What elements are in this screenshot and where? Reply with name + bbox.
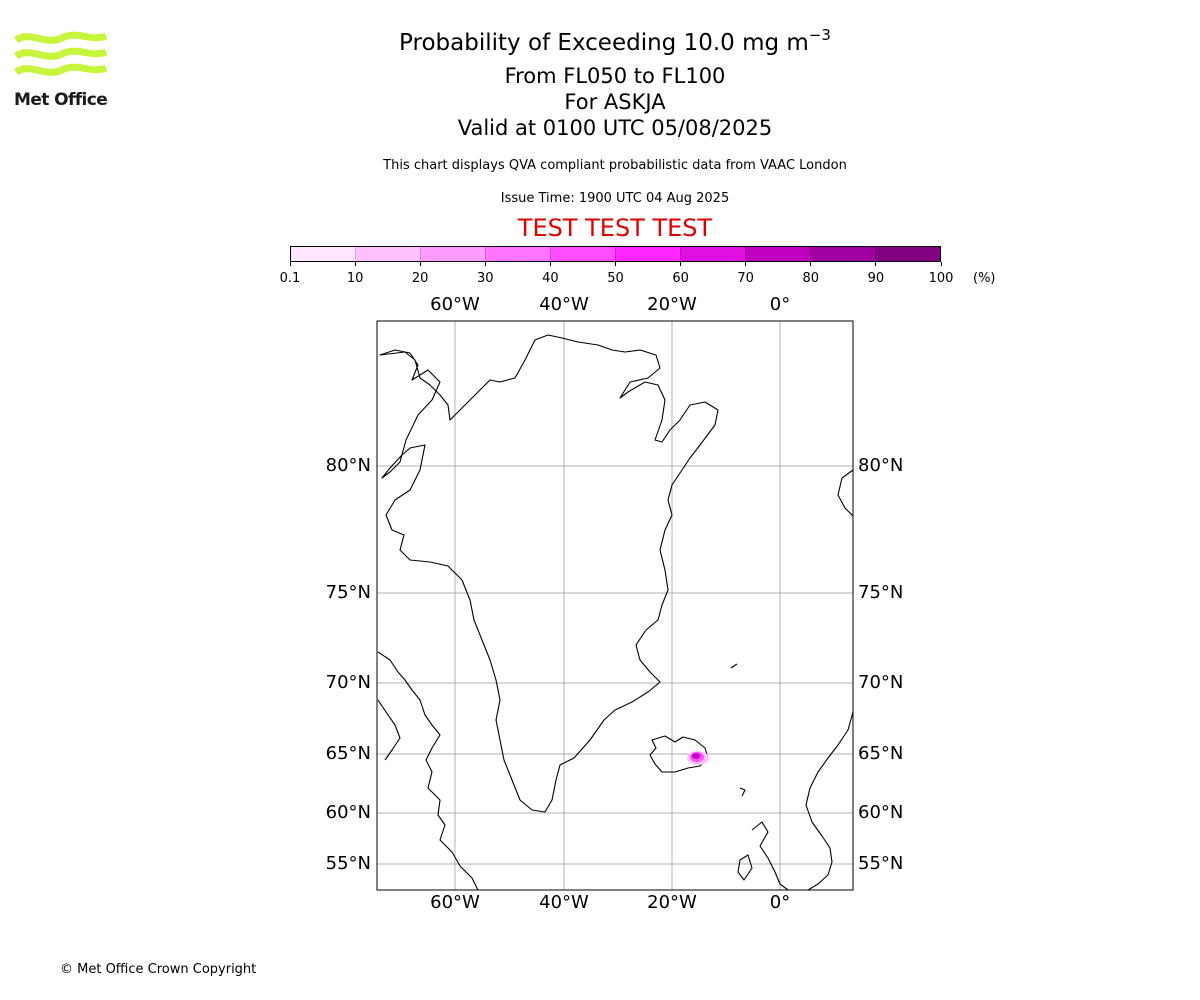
lat-label-left: 80°N xyxy=(325,455,371,476)
lon-label-top: 20°W xyxy=(647,294,697,315)
lon-label-top: 40°W xyxy=(539,294,589,315)
copyright: © Met Office Crown Copyright xyxy=(60,962,257,977)
faroe-coast xyxy=(739,787,746,797)
colorbar-tickmark xyxy=(940,262,942,266)
lat-label-right: 80°N xyxy=(858,455,904,476)
colorbar xyxy=(290,246,941,262)
colorbar-segment xyxy=(810,247,875,261)
lat-label-right: 60°N xyxy=(858,802,904,823)
canada-coast xyxy=(377,651,479,891)
lat-label-left: 70°N xyxy=(325,672,371,693)
lon-label-top: 60°W xyxy=(430,294,480,315)
jan-mayen-coast xyxy=(730,663,738,669)
issue-time: Issue Time: 1900 UTC 04 Aug 2025 xyxy=(500,191,730,206)
lon-label-top: 0° xyxy=(769,294,791,315)
logo-text: Met Office xyxy=(14,90,108,110)
lat-label-left: 75°N xyxy=(325,582,371,603)
colorbar-segment xyxy=(875,247,940,261)
logo-waves-icon xyxy=(14,31,108,76)
colorbar-tickmark xyxy=(680,262,682,266)
plume-contour xyxy=(692,753,700,759)
colorbar-tickmark xyxy=(419,262,421,266)
iceland-coast xyxy=(649,735,709,773)
colorbar-tickmark xyxy=(289,262,291,266)
lat-label-left: 60°N xyxy=(325,802,371,823)
colorbar-tick-label: 60 xyxy=(672,271,689,286)
lat-label-left: 55°N xyxy=(325,853,371,874)
svalbard-coast xyxy=(837,469,854,517)
lat-label-right: 75°N xyxy=(858,582,904,603)
colorbar-tickmark xyxy=(484,262,486,266)
lon-label-bottom: 0° xyxy=(769,892,791,913)
flight-levels: From FL050 to FL100 xyxy=(504,64,726,88)
volcano-name: For ASKJA xyxy=(564,90,666,114)
colorbar-segment xyxy=(485,247,550,261)
uk-coast xyxy=(751,821,789,891)
baffin-island-coast xyxy=(377,699,401,761)
ash-plume xyxy=(687,751,709,765)
chart-description: This chart displays QVA compliant probab… xyxy=(383,158,847,173)
colorbar-tick-label: 30 xyxy=(477,271,494,286)
colorbar-segment xyxy=(745,247,810,261)
colorbar-tick-label: 50 xyxy=(607,271,624,286)
ireland-coast xyxy=(737,854,753,881)
colorbar-tick-label: 0.1 xyxy=(279,271,301,286)
colorbar-segment xyxy=(420,247,485,261)
colorbar-tick-label: 100 xyxy=(928,271,954,286)
lat-label-left: 65°N xyxy=(325,743,371,764)
colorbar-tick-label: 70 xyxy=(737,271,754,286)
test-banner: TEST TEST TEST xyxy=(517,214,713,242)
map-frame xyxy=(376,320,854,891)
valid-time: Valid at 0100 UTC 05/08/2025 xyxy=(457,116,773,140)
coastlines xyxy=(377,334,854,891)
colorbar-unit: (%) xyxy=(973,271,996,286)
lon-label-bottom: 20°W xyxy=(647,892,697,913)
colorbar-segment xyxy=(615,247,680,261)
colorbar-tickmark xyxy=(549,262,551,266)
colorbar-tickmark xyxy=(745,262,747,266)
lon-label-bottom: 60°W xyxy=(430,892,480,913)
lon-label-bottom: 40°W xyxy=(539,892,589,913)
colorbar-tickmark xyxy=(615,262,616,266)
norway-coast xyxy=(805,711,854,891)
colorbar-tick-label: 80 xyxy=(802,271,820,286)
lat-label-right: 70°N xyxy=(858,672,904,693)
colorbar-segment xyxy=(291,247,355,261)
colorbar-segment xyxy=(355,247,420,261)
colorbar-tick-label: 40 xyxy=(542,271,559,286)
met-office-logo: Met Office xyxy=(14,30,108,112)
colorbar-segment xyxy=(550,247,615,261)
colorbar-tick-label: 90 xyxy=(867,271,885,286)
chart-title: Probability of Exceeding 10.0 mg m−3 xyxy=(399,26,831,56)
colorbar-tickmark xyxy=(354,262,356,266)
colorbar-tickmark xyxy=(875,262,877,266)
colorbar-tick-label: 10 xyxy=(346,271,364,286)
colorbar-segment xyxy=(680,247,745,261)
colorbar-tick-label: 20 xyxy=(411,271,429,286)
lat-label-right: 55°N xyxy=(858,853,904,874)
lat-label-right: 65°N xyxy=(858,743,904,764)
colorbar-tickmark xyxy=(810,262,812,266)
greenland-coast xyxy=(379,334,719,813)
